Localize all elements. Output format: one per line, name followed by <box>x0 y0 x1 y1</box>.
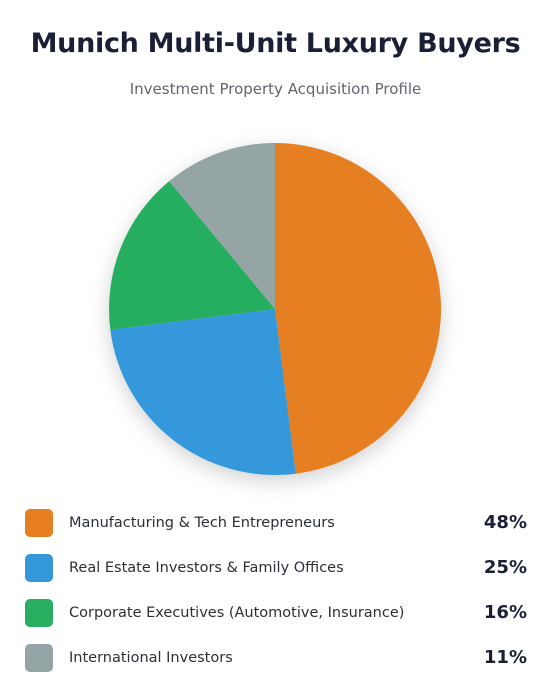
pie-slice <box>275 143 442 474</box>
legend: Manufacturing & Tech Entrepreneurs 48% R… <box>25 505 531 685</box>
legend-swatch <box>25 554 53 582</box>
legend-label: Real Estate Investors & Family Offices <box>69 560 344 576</box>
chart-subtitle: Investment Property Acquisition Profile <box>129 80 422 98</box>
legend-swatch <box>25 644 53 672</box>
legend-swatch <box>25 599 53 627</box>
legend-percentage: 25% <box>483 557 527 578</box>
legend-item: Corporate Executives (Automotive, Insura… <box>25 595 531 640</box>
legend-percentage: 16% <box>483 602 527 623</box>
pie-chart <box>108 143 442 475</box>
legend-percentage: 48% <box>483 512 527 533</box>
legend-item: Real Estate Investors & Family Offices 2… <box>25 550 531 595</box>
legend-item: Manufacturing & Tech Entrepreneurs 48% <box>25 505 531 550</box>
legend-percentage: 11% <box>483 647 527 668</box>
pie-slice <box>169 143 275 309</box>
pie-slice <box>110 309 296 475</box>
pie-slice <box>108 181 275 330</box>
chart-title: Munich Multi-Unit Luxury Buyers <box>30 28 521 59</box>
legend-item: International Investors 11% <box>25 640 531 685</box>
pie-slices <box>108 143 442 475</box>
legend-label: Corporate Executives (Automotive, Insura… <box>69 605 405 621</box>
legend-label: Manufacturing & Tech Entrepreneurs <box>69 515 335 531</box>
legend-swatch <box>25 509 53 537</box>
legend-label: International Investors <box>69 650 233 666</box>
